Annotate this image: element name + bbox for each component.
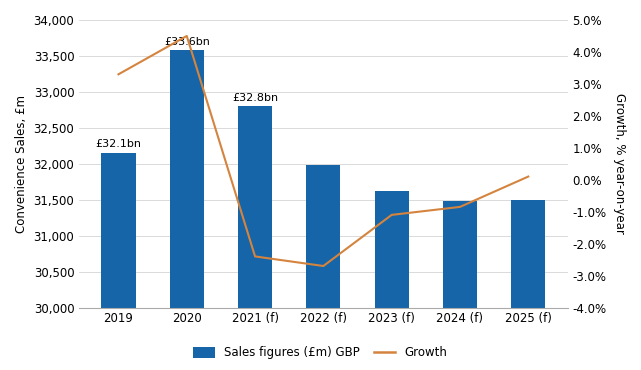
Bar (101, 153, 135, 370)
Bar (306, 165, 340, 370)
Legend: Sales figures (£m) GBP, Growth: Sales figures (£m) GBP, Growth (188, 342, 453, 364)
Bar (443, 201, 477, 370)
Bar (512, 201, 545, 370)
Bar (170, 50, 204, 370)
Bar (374, 191, 409, 370)
Text: £32.1bn: £32.1bn (96, 139, 142, 149)
Text: £32.8bn: £32.8bn (232, 92, 278, 102)
Y-axis label: Convenience Sales, £m: Convenience Sales, £m (15, 95, 28, 233)
Bar (238, 106, 272, 370)
Text: £33.6bn: £33.6bn (164, 37, 210, 47)
Y-axis label: Growth, % year-on-year: Growth, % year-on-year (613, 93, 626, 234)
